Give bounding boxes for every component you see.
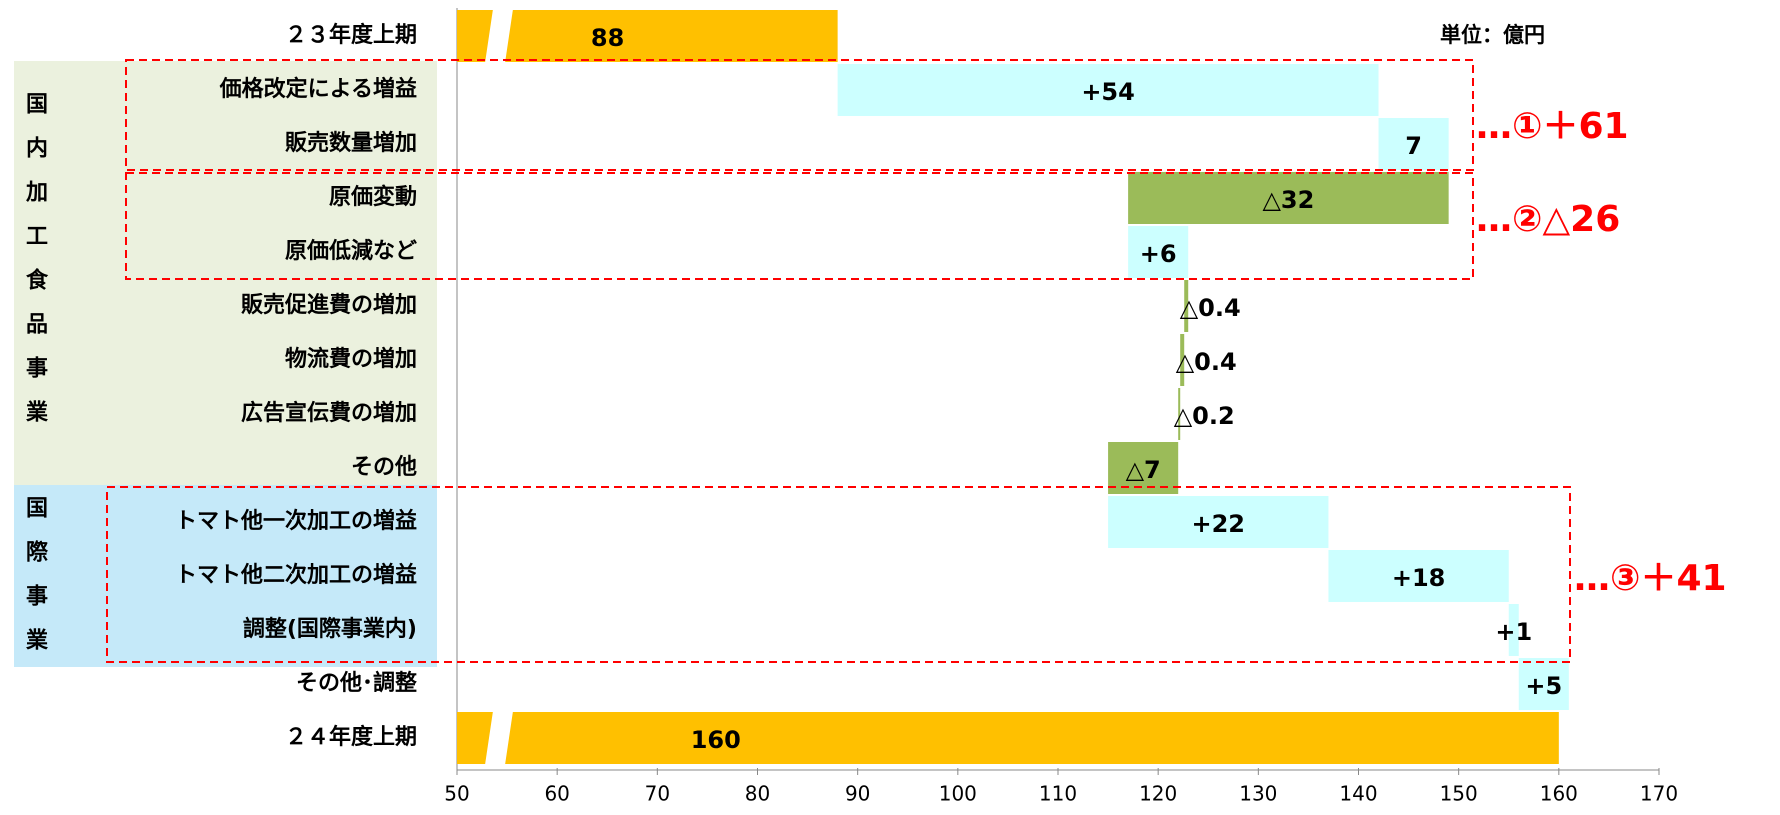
category-label: その他 <box>351 455 417 480</box>
bar <box>1108 442 1179 494</box>
x-tick-label: 160 <box>1540 782 1578 806</box>
annotation: …②△26 <box>1476 199 1620 240</box>
category-label: 原価低減など <box>285 239 417 264</box>
x-tick-label: 70 <box>645 782 670 806</box>
value-label: +5 <box>1525 672 1562 700</box>
value-label: +22 <box>1192 510 1246 538</box>
bar <box>1178 388 1181 440</box>
bar <box>457 712 1559 764</box>
category-label: 販売促進費の増加 <box>241 292 417 318</box>
x-tick-label: 120 <box>1139 782 1177 806</box>
value-label: △0.4 <box>1180 294 1241 322</box>
category-label: 物流費の増加 <box>285 346 417 372</box>
bar <box>1128 226 1189 278</box>
value-label: 88 <box>591 24 624 52</box>
x-tick-label: 60 <box>544 782 569 806</box>
category-label: 原価変動 <box>329 184 417 210</box>
value-label: +54 <box>1081 78 1135 106</box>
value-label: +6 <box>1140 240 1177 268</box>
value-label: +1 <box>1495 618 1532 646</box>
group-band <box>14 485 437 667</box>
category-label: トマト他一次加工の増益 <box>175 508 417 534</box>
value-label: △7 <box>1126 456 1161 484</box>
category-label: ２３年度上期 <box>285 22 417 48</box>
x-tick-label: 80 <box>745 782 770 806</box>
value-label: 7 <box>1405 132 1422 160</box>
group-label: 国内加工食品事業 <box>22 92 47 444</box>
highlight-box <box>125 172 1474 280</box>
axis-break <box>485 9 513 63</box>
bar <box>457 10 838 62</box>
x-tick-label: 90 <box>845 782 870 806</box>
x-tick-label: 150 <box>1440 782 1478 806</box>
bar <box>1518 658 1569 710</box>
group-band <box>14 61 437 485</box>
category-label: その他･調整 <box>296 670 417 696</box>
value-label: △0.4 <box>1176 348 1237 376</box>
value-label: 160 <box>691 726 741 754</box>
category-label: 販売数量増加 <box>285 130 417 156</box>
axis-break <box>485 711 513 765</box>
bar <box>1508 604 1519 656</box>
bar <box>1180 334 1185 386</box>
category-label: ２４年度上期 <box>285 724 417 750</box>
value-label: △0.2 <box>1174 402 1235 430</box>
x-tick-label: 140 <box>1339 782 1377 806</box>
category-label: 調整(国際事業内) <box>243 616 417 642</box>
x-tick-label: 50 <box>444 782 469 806</box>
category-label: トマト他二次加工の増益 <box>175 562 417 588</box>
value-label: △32 <box>1262 186 1314 214</box>
bar <box>1328 550 1509 602</box>
bar <box>1128 172 1449 224</box>
annotation: …①＋61 <box>1476 106 1629 147</box>
bar <box>1184 280 1189 332</box>
category-label: 価格改定による増益 <box>219 76 417 102</box>
value-label: +18 <box>1392 564 1446 592</box>
bar <box>837 64 1379 116</box>
category-label: 広告宣伝費の増加 <box>241 400 417 426</box>
group-label: 国際事業 <box>22 496 47 672</box>
x-tick-label: 100 <box>939 782 977 806</box>
annotation: …③＋41 <box>1574 558 1727 599</box>
bar <box>1378 118 1449 170</box>
x-tick-label: 170 <box>1640 782 1678 806</box>
bar <box>1108 496 1329 548</box>
highlight-box <box>106 486 1571 663</box>
x-tick-label: 130 <box>1239 782 1277 806</box>
x-tick-label: 110 <box>1039 782 1077 806</box>
unit-note: 単位：億円 <box>1440 23 1545 47</box>
